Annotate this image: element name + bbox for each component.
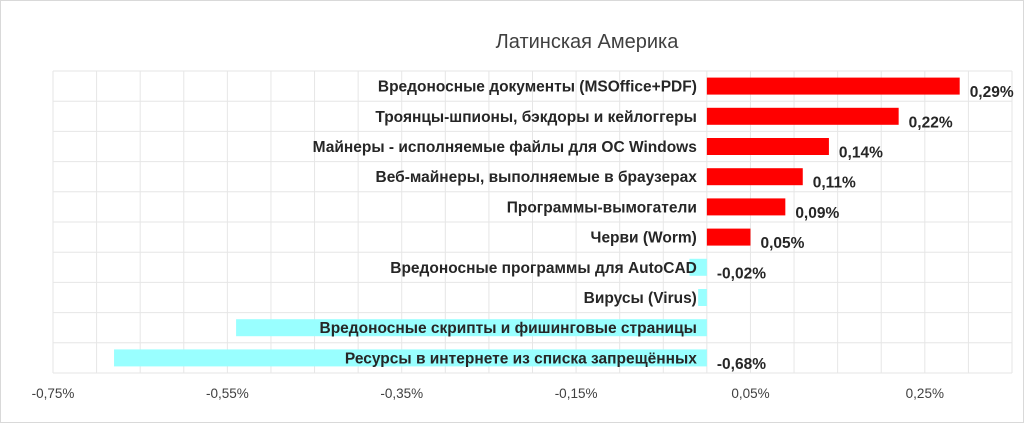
bar-5: [706, 198, 786, 216]
bar-3: [706, 138, 829, 155]
category-label-2: Троянцы-шпионы, бэкдоры и кейлоггеры: [375, 109, 697, 126]
category-label-1: Вредоносные документы (MSOffice+PDF): [378, 79, 697, 96]
data-label-7: -0,02%: [717, 265, 766, 282]
bar-9: [236, 319, 707, 337]
bar-4: [706, 168, 803, 186]
x-tick-label: 0,05%: [731, 386, 769, 401]
x-tick-label: -0,35%: [380, 386, 423, 401]
category-label-5: Программы-вымогатели: [507, 199, 697, 216]
data-label-1: 0,29%: [970, 84, 1014, 101]
bar-7: [689, 258, 707, 276]
bar-6: [706, 228, 751, 246]
data-label-4: 0,11%: [813, 175, 856, 192]
bar-2: [706, 107, 899, 125]
x-axis-ticks: -0,75% -0,55% -0,35% -0,15% 0,05% 0,25%: [32, 386, 944, 401]
bar-8: [698, 289, 707, 306]
data-label-2: 0,22%: [909, 114, 953, 131]
category-label-9: Вредоносные скрипты и фишинговые страниц…: [320, 320, 697, 337]
category-label-10: Ресурсы в интернете из списка запрещённы…: [345, 350, 697, 367]
category-label-8: Вирусы (Virus): [584, 290, 697, 307]
category-label-4: Веб-майнеры, выполняемые в браузерах: [376, 169, 698, 186]
category-label-3: Майнеры - исполняемые файлы для ОС Windo…: [313, 139, 697, 156]
bar-10: [114, 349, 707, 367]
bars-layer: [114, 77, 960, 367]
category-label-6: Черви (Worm): [591, 230, 697, 247]
labels-layer: Вредоносные документы (MSOffice+PDF) 0,29…: [313, 79, 1014, 373]
x-tick-label: -0,15%: [555, 386, 598, 401]
data-label-6: 0,05%: [760, 235, 804, 252]
x-tick-label: 0,25%: [906, 386, 944, 401]
x-tick-label: -0,55%: [206, 386, 249, 401]
category-label-7: Вредоносные программы для AutoCAD: [390, 260, 697, 277]
data-label-5: 0,09%: [795, 205, 839, 222]
data-label-3: 0,14%: [839, 145, 883, 162]
chart-title: Латинская Америка: [496, 31, 680, 53]
x-tick-label: -0,75%: [32, 386, 75, 401]
data-label-10: -0,68%: [717, 356, 766, 373]
bar-1: [706, 77, 960, 95]
